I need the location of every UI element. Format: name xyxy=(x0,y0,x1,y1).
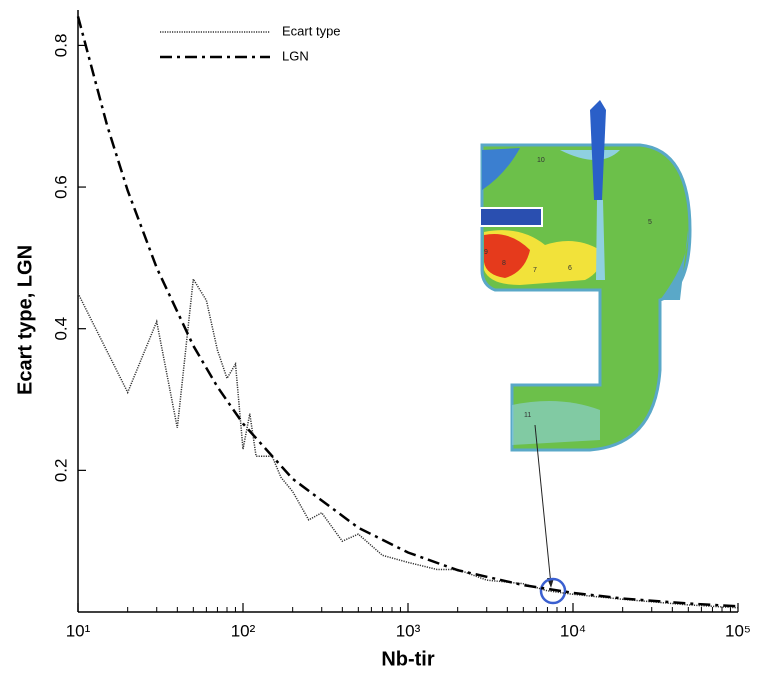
inset-shape xyxy=(480,143,692,452)
x-tick-label: 10¹ xyxy=(66,621,91,640)
series-line xyxy=(76,16,739,608)
y-tick-label: 0.6 xyxy=(51,175,70,199)
inset-image xyxy=(479,100,692,605)
x-tick-label: 10³ xyxy=(396,621,421,640)
inset-label: 7 xyxy=(533,267,537,274)
inset-blue-region xyxy=(482,148,520,190)
pointer-arrow xyxy=(534,424,552,586)
x-tick-label: 10² xyxy=(231,621,256,640)
y-tick-label: 0.4 xyxy=(51,317,70,341)
inset-red-region xyxy=(484,234,530,278)
inset-injector xyxy=(479,207,543,227)
inset-cyan-region xyxy=(512,401,600,445)
legend: Ecart type LGN xyxy=(160,23,341,63)
inset-label: 11 xyxy=(524,412,531,419)
x-tick-label: 10⁴ xyxy=(560,621,586,640)
inset-cyan-region xyxy=(660,230,689,300)
highlight-circle xyxy=(539,577,567,605)
y-tick-label: 0.2 xyxy=(51,459,70,483)
series-line xyxy=(77,276,739,609)
inset-label: 6 xyxy=(568,265,572,272)
inset-label: 8 xyxy=(502,260,506,267)
x-axis-title: Nb-tir xyxy=(381,648,435,670)
inset-cyan-region xyxy=(560,150,620,160)
inset-label: 9 xyxy=(484,249,488,256)
legend-label: Ecart type xyxy=(282,23,341,38)
y-tick-label: 0.8 xyxy=(51,34,70,58)
legend-label: LGN xyxy=(282,48,309,63)
inset-jet-trace xyxy=(596,200,605,280)
inset-label: 5 xyxy=(648,219,652,226)
x-tick-label: 10⁵ xyxy=(725,621,751,640)
inset-jet xyxy=(590,100,606,200)
inset-label: 10 xyxy=(537,157,545,164)
y-axis-title: Ecart type, LGN xyxy=(14,245,36,395)
